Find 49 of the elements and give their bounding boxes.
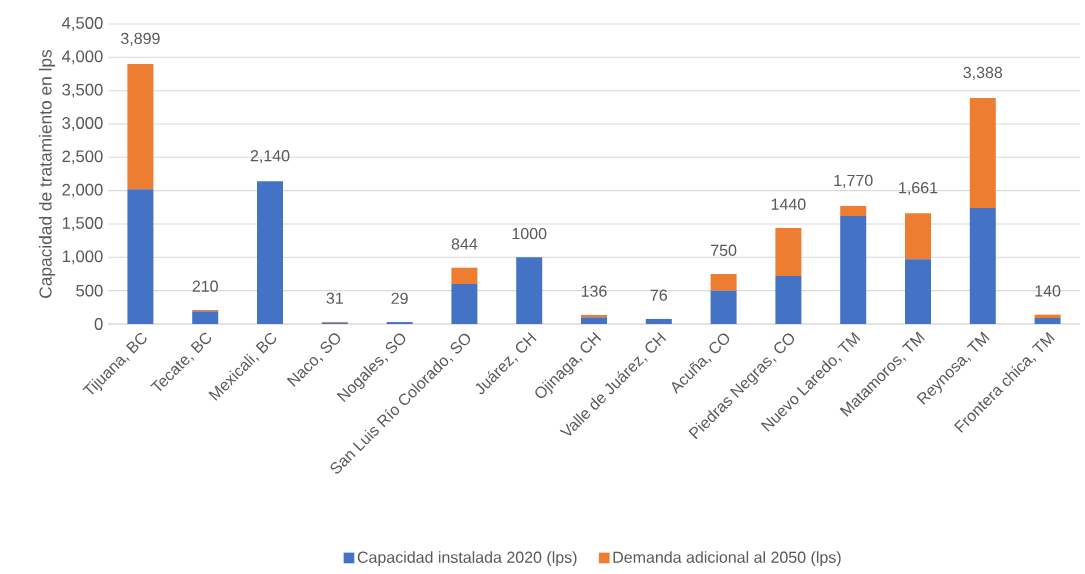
total-label: 844 bbox=[451, 238, 478, 250]
bar bbox=[1034, 317, 1061, 324]
bar bbox=[775, 275, 802, 324]
y-tick-label: 500 bbox=[76, 284, 103, 297]
bar bbox=[775, 227, 802, 276]
y-tick-label: 4,000 bbox=[61, 50, 103, 65]
bar bbox=[969, 207, 996, 324]
bar bbox=[516, 257, 543, 324]
bar bbox=[581, 317, 608, 324]
total-label: 1440 bbox=[771, 198, 806, 210]
y-axis-title: Capacidad de tratamiento en lps bbox=[38, 49, 56, 298]
bar bbox=[192, 311, 219, 324]
bar bbox=[451, 267, 478, 284]
total-label: 76 bbox=[650, 289, 667, 301]
bar bbox=[257, 181, 284, 324]
total-label: 210 bbox=[192, 280, 218, 292]
legend-label: Capacidad instalada 2020 (lps) bbox=[357, 551, 577, 567]
total-label: 750 bbox=[711, 244, 737, 256]
bar bbox=[840, 205, 867, 216]
total-label: 1,661 bbox=[899, 182, 938, 196]
total-label: 2,140 bbox=[250, 150, 290, 164]
total-label: 3,388 bbox=[963, 66, 1003, 81]
bar bbox=[710, 273, 737, 291]
y-tick-label: 3,000 bbox=[62, 117, 103, 131]
bar bbox=[905, 213, 931, 260]
total-label: 1000 bbox=[512, 227, 547, 240]
bar bbox=[127, 189, 154, 324]
bar bbox=[451, 283, 478, 324]
total-label: 29 bbox=[391, 292, 408, 304]
y-tick-label: 3,500 bbox=[62, 83, 103, 98]
bar bbox=[645, 318, 672, 324]
bar bbox=[127, 64, 154, 190]
total-label: 3,899 bbox=[121, 32, 160, 47]
total-label: 1,770 bbox=[834, 174, 873, 188]
total-label: 31 bbox=[326, 292, 343, 304]
bar bbox=[840, 215, 867, 324]
bar bbox=[710, 290, 737, 324]
total-label: 140 bbox=[1035, 285, 1061, 297]
total-label: 136 bbox=[581, 285, 607, 297]
y-tick-label: 0 bbox=[94, 318, 103, 330]
y-tick-label: 4,500 bbox=[61, 17, 103, 31]
y-tick-label: 1,000 bbox=[62, 250, 103, 265]
bar bbox=[1034, 314, 1061, 318]
y-tick-label: 2,500 bbox=[62, 150, 103, 165]
y-tick-label: 1,500 bbox=[62, 217, 103, 231]
legend-label: Demanda adicional al 2050 (lps) bbox=[613, 551, 841, 567]
bar bbox=[905, 259, 931, 324]
y-tick-label: 2,000 bbox=[62, 183, 103, 198]
bar bbox=[969, 98, 996, 208]
